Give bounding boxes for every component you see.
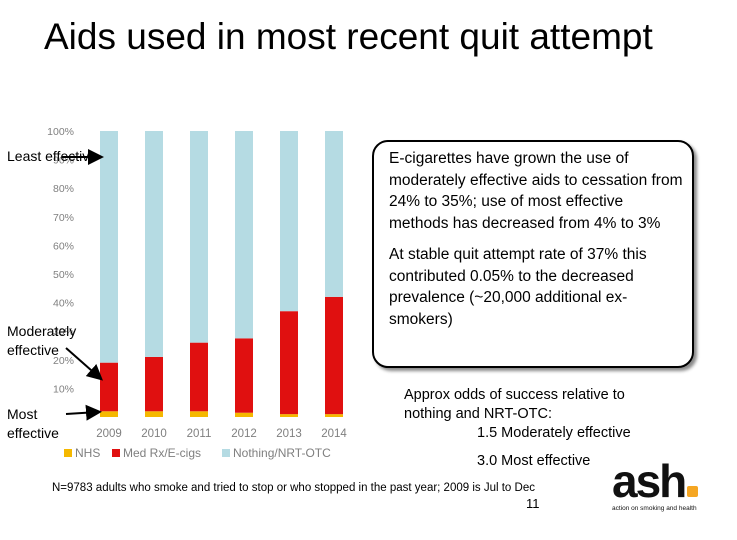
x-tick-label: 2012 [231,428,257,440]
arrows [62,149,104,421]
legend-label: NHS [75,446,100,460]
legend-swatch [64,449,72,457]
bar-nhs-2012 [235,412,253,417]
page-number: 11 [526,496,540,511]
bar-med-rx-e-cigs-2012 [235,338,253,413]
odds-note: Approx odds of success relative to nothi… [404,386,664,471]
label-most-effective: Most effective [7,406,59,441]
bar-nothing-nrt-otc-2014 [325,131,343,297]
ash-logo: ash action on smoking and health [612,458,704,513]
logo-word: ash [612,455,687,507]
odds-line-1: Approx odds of success relative to [404,387,625,403]
legend: NHS Med Rx/E-cigs Nothing/NRT-OTC [64,446,331,460]
x-tick-label: 2009 [96,428,122,440]
x-tick-label: 2013 [276,428,302,440]
slide-title: Aids used in most recent quit attempt [44,16,653,57]
bar-nhs-2009 [100,411,118,417]
bar-nhs-2011 [190,411,208,417]
y-tick-label: 10% [53,383,74,395]
bar-nothing-nrt-otc-2009 [100,131,118,363]
bars [100,131,343,417]
callout-paragraph-1: E-cigarettes have grown the use of moder… [389,150,683,232]
bar-nothing-nrt-otc-2013 [280,131,298,312]
bar-nothing-nrt-otc-2011 [190,131,208,343]
logo-dot-icon [687,486,699,497]
legend-label: Med Rx/E-cigs [123,446,201,460]
bar-med-rx-e-cigs-2014 [325,296,343,415]
bar-med-rx-e-cigs-2011 [190,342,208,412]
arrow-most [65,404,102,421]
x-tick-label: 2014 [321,428,347,440]
odds-line-3: 1.5 Moderately effective [477,425,631,441]
bar-nhs-2013 [280,414,298,417]
arrow-moderate [65,347,103,381]
x-tick-label: 2011 [187,428,212,440]
y-tick-label: 50% [53,269,74,281]
bar-med-rx-e-cigs-2010 [145,356,163,412]
legend-label: Nothing/NRT-OTC [233,446,331,460]
y-tick-label: 60% [53,240,74,252]
y-tick-label: 70% [53,212,74,224]
y-tick-label: 40% [53,298,74,310]
odds-line-2: nothing and NRT-OTC: [404,406,553,422]
y-tick-label: 80% [53,183,74,195]
y-axis-ticks: 100%90%80%70%60%50%40%30%20%10% [47,126,74,395]
bar-nhs-2010 [145,411,163,417]
bar-nothing-nrt-otc-2010 [145,131,163,357]
label-least-effective: Least effective [7,148,98,164]
callout-box: E-cigarettes have grown the use of moder… [372,140,694,368]
y-tick-label: 30% [53,326,74,338]
bar-nhs-2014 [325,414,343,417]
footnote: N=9783 adults who smoke and tried to sto… [52,482,535,494]
bar-med-rx-e-cigs-2009 [100,362,118,412]
y-tick-label: 20% [53,355,74,367]
x-axis-ticks: 2009 2010 2011 2012 2013 2014 [96,428,347,440]
stacked-bar-chart: 100%90%80%70%60%50%40%30%20%10% 2009 2010… [47,126,347,460]
logo-tagline: action on smoking and health [612,505,697,512]
callout-paragraph-2: At stable quit attempt rate of 37% this … [389,246,647,328]
odds-line-4: 3.0 Most effective [477,453,591,469]
x-tick-label: 2010 [141,428,167,440]
bar-nothing-nrt-otc-2012 [235,131,253,339]
legend-swatch [222,449,230,457]
bar-med-rx-e-cigs-2013 [280,311,298,415]
legend-swatch [112,449,120,457]
y-tick-label: 100% [47,126,74,138]
label-moderately-effective: Moderately effective [7,323,77,358]
